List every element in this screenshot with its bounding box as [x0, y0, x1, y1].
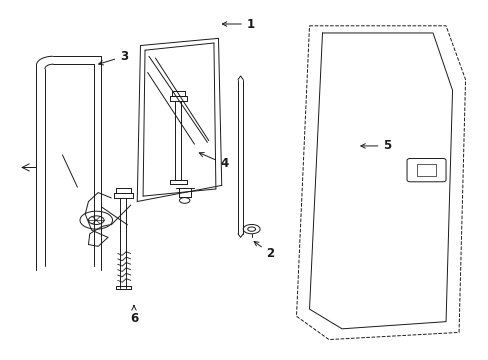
Text: 6: 6: [130, 306, 138, 325]
Text: 2: 2: [254, 242, 274, 260]
Text: 1: 1: [222, 18, 255, 31]
Text: 3: 3: [99, 50, 128, 65]
Text: 5: 5: [360, 139, 391, 152]
Text: 4: 4: [199, 153, 229, 170]
